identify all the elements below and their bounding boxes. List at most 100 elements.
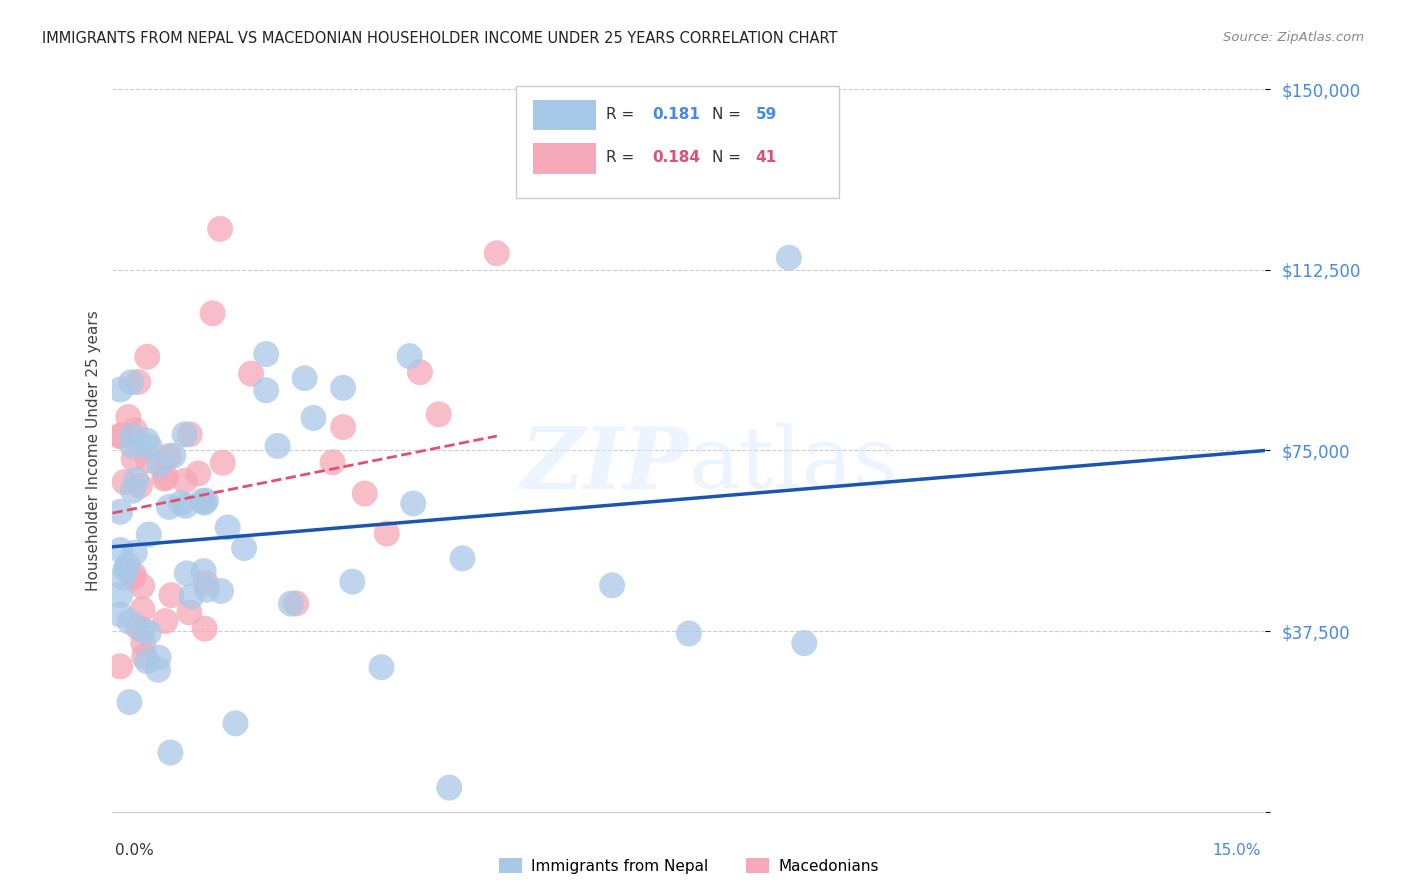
Immigrants from Nepal xyxy=(118,615,141,629)
Immigrants from Nepal xyxy=(342,574,364,589)
Macedonians xyxy=(153,472,176,486)
Immigrants from Nepal xyxy=(439,780,461,795)
Immigrants from Nepal xyxy=(217,520,239,534)
Macedonians xyxy=(108,428,131,442)
Text: 59: 59 xyxy=(756,107,778,122)
Macedonians xyxy=(131,579,153,593)
Immigrants from Nepal xyxy=(108,543,131,558)
Macedonians xyxy=(240,367,263,381)
Immigrants from Nepal xyxy=(120,376,142,390)
Text: IMMIGRANTS FROM NEPAL VS MACEDONIAN HOUSEHOLDER INCOME UNDER 25 YEARS CORRELATIO: IMMIGRANTS FROM NEPAL VS MACEDONIAN HOUS… xyxy=(42,31,838,46)
Immigrants from Nepal xyxy=(193,496,215,510)
Macedonians xyxy=(285,597,308,611)
Immigrants from Nepal xyxy=(108,588,131,602)
Macedonians xyxy=(187,467,209,481)
Immigrants from Nepal xyxy=(118,695,141,709)
Text: 0.181: 0.181 xyxy=(652,107,700,122)
Immigrants from Nepal xyxy=(294,371,316,385)
Macedonians xyxy=(114,475,136,489)
Macedonians xyxy=(353,486,375,500)
Immigrants from Nepal xyxy=(125,473,148,487)
Macedonians xyxy=(160,588,183,602)
Text: R =: R = xyxy=(606,107,640,122)
Macedonians xyxy=(136,453,159,467)
Text: Source: ZipAtlas.com: Source: ZipAtlas.com xyxy=(1223,31,1364,45)
Legend: Immigrants from Nepal, Macedonians: Immigrants from Nepal, Macedonians xyxy=(492,852,886,880)
Macedonians xyxy=(122,567,145,582)
Immigrants from Nepal xyxy=(108,383,131,397)
Immigrants from Nepal xyxy=(266,439,288,453)
Immigrants from Nepal xyxy=(136,654,159,668)
Text: R =: R = xyxy=(606,151,640,165)
Immigrants from Nepal xyxy=(139,440,162,454)
Macedonians xyxy=(194,576,217,591)
Immigrants from Nepal xyxy=(122,483,145,498)
Immigrants from Nepal xyxy=(121,429,143,443)
Macedonians xyxy=(179,427,201,442)
Immigrants from Nepal xyxy=(451,551,474,566)
Immigrants from Nepal xyxy=(111,571,134,585)
Immigrants from Nepal xyxy=(162,449,184,463)
Immigrants from Nepal xyxy=(131,623,153,637)
Macedonians xyxy=(117,410,139,425)
Macedonians xyxy=(132,636,155,650)
Macedonians xyxy=(129,478,152,492)
Macedonians xyxy=(427,407,450,421)
Immigrants from Nepal xyxy=(157,500,180,514)
Macedonians xyxy=(134,649,156,664)
Macedonians xyxy=(322,455,344,469)
Macedonians xyxy=(108,659,131,673)
Immigrants from Nepal xyxy=(254,383,277,397)
Immigrants from Nepal xyxy=(280,597,302,611)
Macedonians xyxy=(179,606,201,620)
Macedonians xyxy=(127,620,149,634)
Immigrants from Nepal xyxy=(402,496,425,510)
Immigrants from Nepal xyxy=(778,251,800,265)
Macedonians xyxy=(409,365,432,379)
Immigrants from Nepal xyxy=(209,583,232,598)
Text: 41: 41 xyxy=(756,151,778,165)
Immigrants from Nepal xyxy=(225,716,247,731)
Macedonians xyxy=(201,306,224,320)
Immigrants from Nepal xyxy=(108,505,131,519)
Immigrants from Nepal xyxy=(173,427,195,442)
Macedonians xyxy=(209,222,232,236)
FancyBboxPatch shape xyxy=(533,144,596,174)
Immigrants from Nepal xyxy=(117,558,139,573)
FancyBboxPatch shape xyxy=(516,86,839,198)
Macedonians xyxy=(136,350,159,364)
Macedonians xyxy=(127,375,149,389)
Macedonians xyxy=(124,423,146,437)
FancyBboxPatch shape xyxy=(533,100,596,130)
Immigrants from Nepal xyxy=(159,746,181,760)
Immigrants from Nepal xyxy=(135,434,157,448)
Macedonians xyxy=(108,429,131,443)
Immigrants from Nepal xyxy=(600,578,623,592)
Immigrants from Nepal xyxy=(194,493,217,508)
Y-axis label: Householder Income Under 25 years: Householder Income Under 25 years xyxy=(86,310,101,591)
Macedonians xyxy=(375,526,398,541)
Immigrants from Nepal xyxy=(370,660,392,674)
Immigrants from Nepal xyxy=(332,381,354,395)
Macedonians xyxy=(332,420,354,434)
Immigrants from Nepal xyxy=(398,349,420,363)
Macedonians xyxy=(211,456,233,470)
Immigrants from Nepal xyxy=(114,562,136,576)
Immigrants from Nepal xyxy=(138,527,160,541)
Text: 15.0%: 15.0% xyxy=(1213,843,1261,857)
Immigrants from Nepal xyxy=(146,663,169,677)
Macedonians xyxy=(173,474,195,488)
Immigrants from Nepal xyxy=(176,566,198,581)
Macedonians xyxy=(155,470,177,484)
Text: 0.184: 0.184 xyxy=(652,151,700,165)
Macedonians xyxy=(122,451,145,466)
Immigrants from Nepal xyxy=(302,411,325,425)
Macedonians xyxy=(485,246,508,260)
Immigrants from Nepal xyxy=(138,625,160,640)
Macedonians xyxy=(155,614,177,628)
Immigrants from Nepal xyxy=(170,496,193,510)
Immigrants from Nepal xyxy=(678,626,700,640)
Macedonians xyxy=(157,449,180,463)
Text: N =: N = xyxy=(711,151,745,165)
Immigrants from Nepal xyxy=(195,582,218,597)
